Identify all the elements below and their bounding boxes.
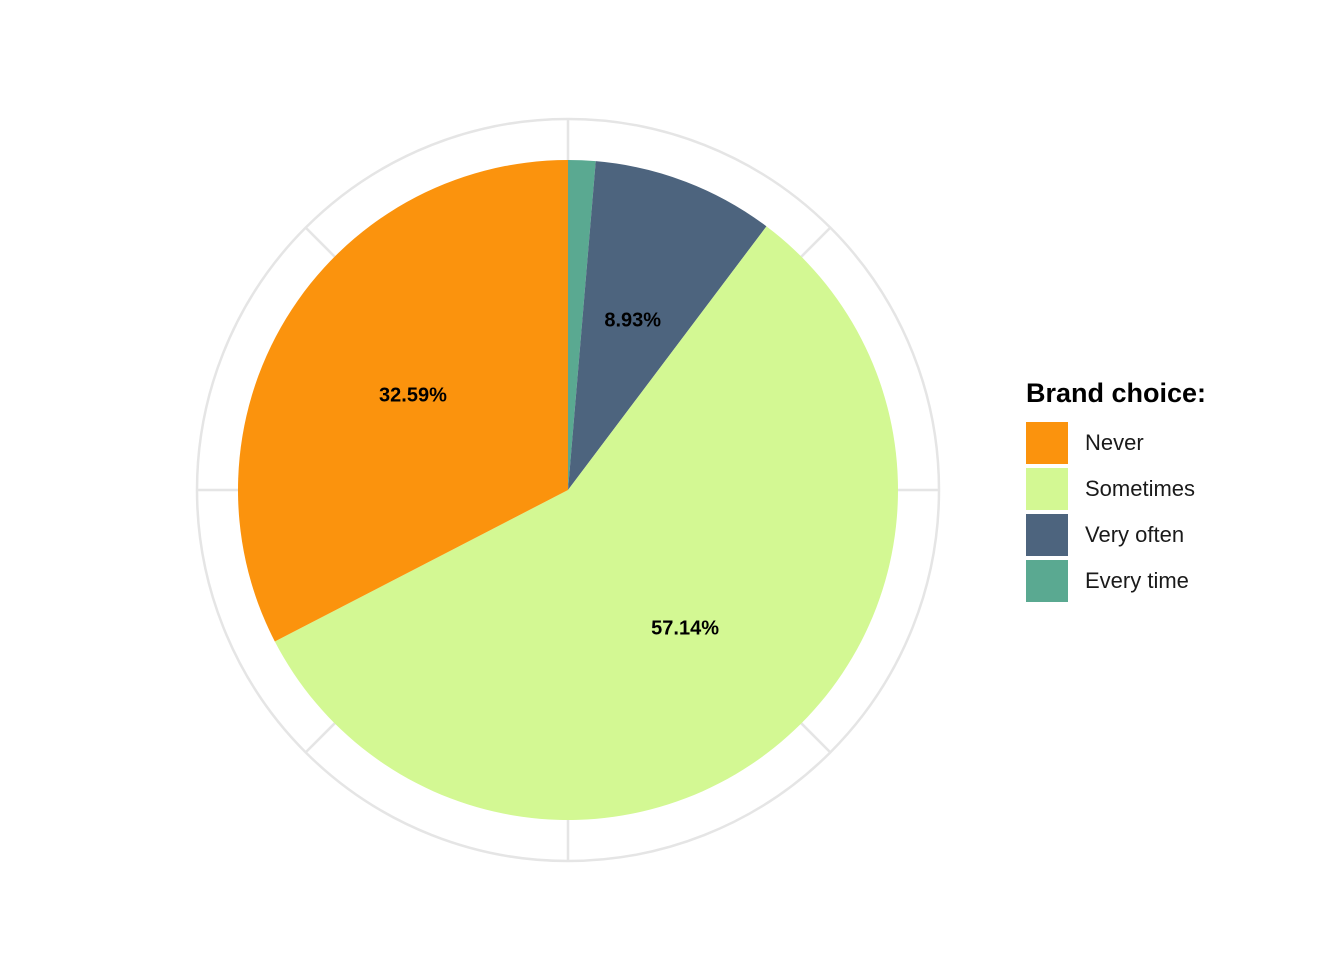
legend-label: Never (1085, 430, 1144, 455)
grid-spoke (304, 226, 340, 262)
grid-spoke (796, 718, 832, 754)
grid-spoke (796, 226, 832, 262)
legend-label: Very often (1085, 522, 1185, 547)
pie-slice-very-often (568, 161, 767, 491)
pie-slice-every-time (568, 160, 596, 490)
legend-swatch (1026, 560, 1068, 602)
legend-item-very-often: Very often (1026, 512, 1326, 558)
legend-item-every-time: Every time (1026, 558, 1326, 604)
legend-swatch (1026, 422, 1068, 464)
grid-spoke (304, 718, 340, 754)
legend-label: Sometimes (1085, 476, 1196, 501)
legend-label: Every time (1085, 568, 1189, 593)
data-label-very-often: 8.93% (604, 309, 661, 331)
pie-slice-never (237, 160, 568, 642)
legend-swatch (1026, 468, 1068, 510)
data-label-sometimes: 57.14% (651, 618, 719, 640)
legend: Brand choice: Never Sometimes Very often Ev… (1026, 376, 1326, 604)
legend-item-never: Never (1026, 420, 1326, 466)
pie-data-labels: 8.93% 57.14% 32.59% (379, 309, 719, 639)
legend-items: Never Sometimes Very often Every time (1026, 420, 1326, 604)
pie-slices (237, 160, 898, 820)
legend-title: Brand choice: (1026, 378, 1207, 408)
polar-grid (195, 117, 941, 863)
legend-item-sometimes: Sometimes (1026, 466, 1326, 512)
pie-slice-sometimes (274, 226, 898, 820)
data-label-never: 32.59% (379, 385, 447, 407)
legend-swatch (1026, 514, 1068, 556)
